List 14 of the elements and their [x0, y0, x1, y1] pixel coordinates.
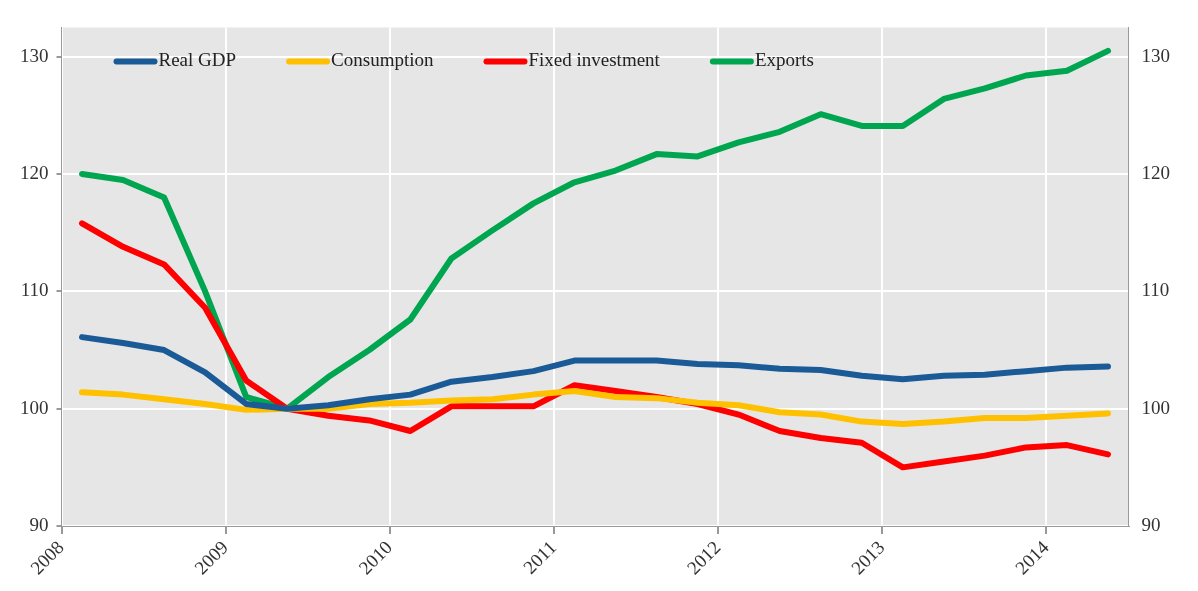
y-tick-label: 130 [20, 44, 49, 66]
y-tick-label: 110 [20, 279, 49, 301]
y2-tick-label: 90 [1141, 513, 1161, 535]
y2-tick-label: 120 [1141, 162, 1170, 184]
y2-tick-label: 100 [1141, 396, 1170, 418]
legend-label: Fixed investment [528, 49, 661, 71]
y-tick-label: 100 [20, 396, 49, 418]
y2-tick-label: 130 [1141, 44, 1170, 66]
y2-tick-label: 110 [1141, 279, 1170, 301]
y-tick-label: 90 [29, 513, 49, 535]
legend-label: Consumption [331, 49, 434, 71]
y-tick-label: 120 [20, 162, 49, 184]
legend-label: Real GDP [158, 49, 237, 71]
legend-label: Exports [754, 49, 814, 71]
